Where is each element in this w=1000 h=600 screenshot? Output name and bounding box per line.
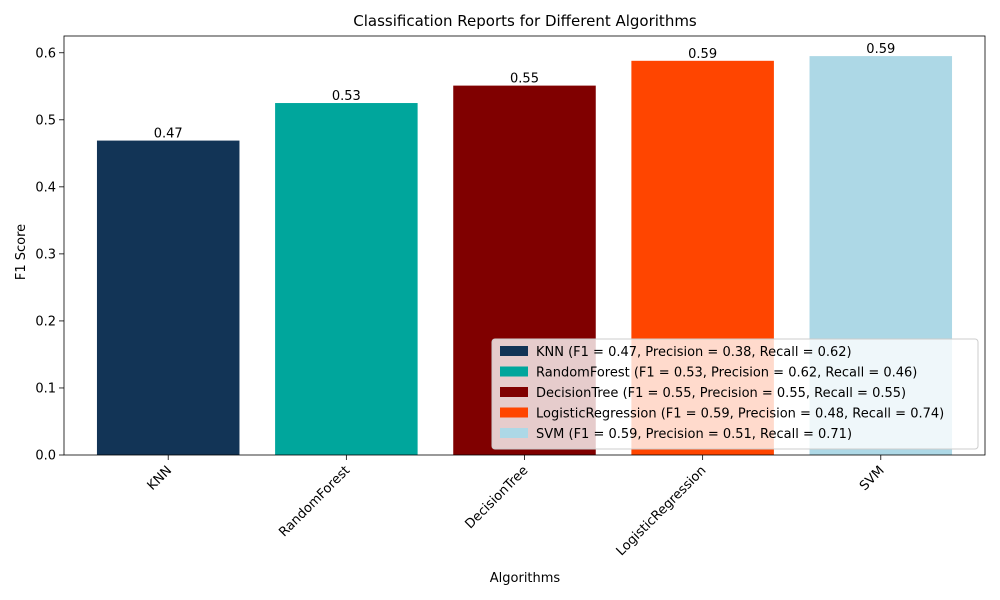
data-label-svm: 0.59 (866, 42, 895, 57)
y-axis-label: F1 Score (14, 224, 29, 280)
legend-swatch-randomforest (500, 366, 528, 377)
legend-box (491, 338, 979, 450)
data-label-knn: 0.47 (154, 127, 183, 142)
legend-swatch-knn (500, 346, 528, 356)
legend-entry-logisticregression: LogisticRegression (F1 = 0.59, Precision… (536, 407, 944, 422)
bar-randomforest (275, 103, 418, 455)
x-tick-label-svm: SVM (857, 463, 888, 494)
chart-title: Classification Reports for Different Alg… (353, 12, 697, 30)
legend-entry-knn: KNN (F1 = 0.47, Precision = 0.38, Recall… (536, 345, 852, 360)
bar-knn (96, 140, 240, 455)
axes-frame (63, 35, 986, 456)
legend-entry-decisiontree: DecisionTree (F1 = 0.55, Precision = 0.5… (536, 386, 906, 401)
data-label-randomforest: 0.53 (332, 89, 361, 104)
y-tick-label: 0.6 (35, 46, 56, 61)
x-tick-label-decisiontree: DecisionTree (462, 463, 531, 532)
legend-entry-svm: SVM (F1 = 0.59, Precision = 0.51, Recall… (536, 427, 852, 442)
legend-swatch-svm (500, 428, 528, 438)
legend-swatch-logisticregression (500, 407, 528, 418)
x-tick-label-logisticregression: LogisticRegression (614, 463, 710, 559)
y-tick-label: 0.4 (35, 180, 56, 195)
y-tick-label: 0.5 (35, 113, 56, 128)
x-axis-label: Algorithms (490, 571, 561, 586)
plot-area: 0.47 KNN 0.53 RandomForest 0.55 DecisionTree 0… (35, 35, 986, 559)
x-tick-label-randomforest: RandomForest (276, 463, 353, 540)
data-label-decisiontree: 0.55 (510, 72, 539, 87)
data-label-logisticregression: 0.59 (688, 47, 717, 62)
legend-entry-randomforest: RandomForest (F1 = 0.53, Precision = 0.6… (536, 366, 917, 381)
y-tick-label: 0.1 (35, 381, 56, 396)
x-tick-label-knn: KNN (145, 463, 175, 493)
legend-swatch-decisiontree (500, 387, 528, 397)
y-tick-label: 0.2 (35, 314, 56, 329)
y-tick-label: 0.3 (35, 247, 56, 262)
y-tick-label: 0.0 (35, 449, 56, 464)
